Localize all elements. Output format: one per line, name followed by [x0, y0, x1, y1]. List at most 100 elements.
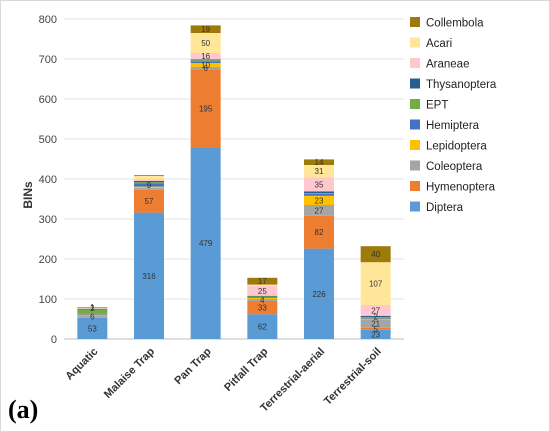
- bar-segment: [247, 285, 278, 296]
- bar-segment: [190, 67, 221, 70]
- legend: Collembola Acari Araneae Thysanoptera EPT Hem…: [410, 17, 497, 214]
- bar-segment: [360, 319, 391, 328]
- legend-swatch: [410, 78, 420, 89]
- gridlines: [64, 18, 404, 340]
- bar-segment: [360, 327, 391, 330]
- x-tick-label: Malaise Trap: [102, 345, 157, 400]
- data-label: 21: [371, 320, 380, 329]
- legend-label: Lepidoptera: [426, 141, 487, 153]
- bar-segment: [77, 308, 108, 309]
- legend-label: Araneae: [426, 59, 469, 71]
- data-label: 23: [371, 330, 380, 339]
- legend-label: EPT: [426, 100, 448, 112]
- panel-label: (a): [8, 395, 38, 424]
- y-tick-label: 200: [39, 254, 57, 266]
- bar-segment: [360, 246, 391, 263]
- bar-segment: [77, 307, 108, 308]
- bar-segment: [77, 313, 108, 315]
- data-label: 50: [201, 39, 210, 48]
- data-label: 17: [258, 277, 267, 286]
- data-label: 195: [199, 104, 213, 113]
- bar-segment: [134, 186, 164, 188]
- bar-segment: [304, 191, 334, 193]
- bar-segment: [360, 262, 391, 305]
- bar-segment: [190, 59, 221, 61]
- bar-stacks: [77, 25, 391, 339]
- data-label: 5: [373, 325, 378, 334]
- data-label: 10: [201, 61, 210, 70]
- data-label: 23: [315, 196, 324, 205]
- y-tick-label: 500: [39, 134, 57, 146]
- x-tick-label: Terrestrial-soil: [322, 346, 384, 408]
- bar-segment: [77, 314, 108, 316]
- legend-swatch: [410, 140, 420, 150]
- y-axis-ticks: 0 100 200 300 400 500 600 700 800: [39, 14, 57, 346]
- data-label: 479: [199, 239, 213, 248]
- y-tick-label: 300: [39, 214, 57, 226]
- bar-segment: [304, 248, 334, 339]
- data-label: 82: [315, 228, 324, 237]
- data-label: 31: [315, 167, 324, 176]
- bar-segment: [134, 179, 164, 181]
- legend-label: Hymenoptera: [426, 182, 496, 194]
- bar-segment: [304, 195, 334, 205]
- legend-swatch: [410, 181, 420, 191]
- bar-segment: [304, 193, 334, 196]
- bar-segment: [247, 297, 278, 298]
- bar-segment: [304, 193, 334, 194]
- legend-label: Hemiptera: [426, 120, 480, 132]
- x-tick-label: Aquatic: [63, 346, 100, 383]
- data-labels: 5362131657947919561016501962334251722682…: [88, 25, 383, 339]
- data-label: 2: [373, 312, 378, 321]
- bar-segment: [360, 329, 391, 339]
- bar-segment: [77, 307, 108, 309]
- x-tick-label: Pitfall Trap: [222, 345, 270, 393]
- bar-segment: [247, 284, 278, 286]
- bar-segment: [190, 61, 221, 63]
- data-label: 53: [88, 324, 97, 333]
- data-label: 9: [147, 181, 152, 190]
- bar-segment: [304, 215, 334, 249]
- y-tick-label: 100: [39, 294, 57, 306]
- data-label: 4: [260, 296, 265, 305]
- data-label: 35: [315, 180, 324, 189]
- bar-segment: [190, 69, 221, 148]
- bar-segment: [134, 189, 164, 213]
- bar-segment: [190, 63, 221, 67]
- bar-segment: [360, 305, 391, 316]
- bar-segment: [247, 295, 278, 297]
- legend-swatch: [410, 201, 420, 212]
- data-label: 57: [145, 197, 154, 206]
- data-label: 27: [315, 206, 324, 215]
- bar-segment: [360, 318, 391, 320]
- legend-label: Acari: [426, 38, 452, 50]
- bar-segment: [304, 165, 334, 178]
- y-tick-label: 0: [51, 334, 57, 346]
- data-label: 40: [371, 250, 380, 259]
- bar-segment: [360, 317, 391, 318]
- legend-swatch: [410, 17, 420, 27]
- data-label: 6: [90, 313, 95, 322]
- legend-swatch: [410, 160, 420, 171]
- bar-segment: [304, 177, 334, 192]
- bar-segment: [247, 301, 278, 315]
- bar-segment: [77, 308, 108, 310]
- y-tick-label: 600: [39, 94, 57, 106]
- y-tick-label: 400: [39, 174, 57, 186]
- data-label: 25: [258, 287, 267, 296]
- bar-segment: [77, 317, 108, 339]
- bar-segment: [134, 181, 164, 183]
- legend-swatch: [410, 58, 420, 68]
- x-axis-categories: Aquatic Malaise Trap Pan Trap Pitfall Trap T…: [63, 345, 383, 414]
- data-label: 2: [90, 304, 95, 313]
- data-label: 19: [201, 25, 210, 34]
- bar-segment: [247, 277, 278, 285]
- bar-segment: [190, 60, 221, 62]
- x-tick-label: Pan Trap: [172, 345, 214, 387]
- legend-label: Thysanoptera: [426, 79, 497, 91]
- data-label: 107: [369, 280, 383, 289]
- data-label: 33: [258, 304, 267, 313]
- bar-segment: [134, 182, 164, 184]
- bar-segment: [247, 296, 278, 297]
